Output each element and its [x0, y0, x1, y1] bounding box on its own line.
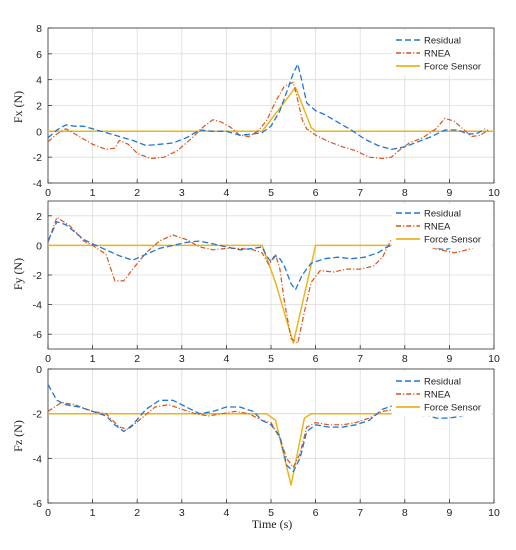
fx-ytick-label: -4	[33, 178, 42, 190]
fx-series-rnea	[48, 81, 490, 160]
fx-series-force-sensor	[48, 86, 494, 133]
fz-xtick-label: 2	[134, 507, 140, 519]
fz-ytick-label: -2	[33, 409, 42, 421]
fz-xtick-label: 4	[223, 507, 229, 519]
fy-ytick-label: -2	[33, 270, 42, 282]
fz-legend-label: Residual	[424, 377, 461, 388]
fz-xtick-label: 0	[45, 507, 51, 519]
fz-legend-label: Force Sensor	[424, 403, 481, 414]
fx-xtick-label: 2	[134, 187, 140, 199]
fx-xtick-label: 7	[357, 187, 363, 199]
fx-xtick-label: 9	[446, 187, 452, 199]
fx-panel: 0 1 2 3 4 5 6 7 8 9 10 -4 -2 0 2 4 6 8 Residual RNEA Force S…	[33, 23, 500, 199]
fz-xtick-label: 10	[488, 507, 500, 519]
fy-legend-label: Force Sensor	[424, 235, 481, 246]
fy-xtick-label: 5	[268, 353, 274, 365]
fx-legend-label: RNEA	[424, 49, 451, 60]
fy-legend: Residual RNEA Force Sensor	[391, 203, 493, 249]
fz-xtick-label: 9	[446, 507, 452, 519]
fy-xtick-label: 8	[402, 353, 408, 365]
fx-ytick-label: 4	[36, 75, 42, 87]
fz-ytick-label: -4	[33, 453, 42, 465]
fx-xtick-label: 0	[45, 187, 51, 199]
fy-panel: 0 1 2 3 4 5 6 7 8 9 10 -6 -4 -2 0 2 Residual RNEA Force Se…	[33, 200, 500, 365]
fx-xtick-label: 10	[488, 187, 500, 199]
fz-ylabel: Fz (N)	[11, 420, 25, 452]
fz-panel: 0 1 2 3 4 5 6 7 8 9 10 -6 -4 -2 0 Residual RNEA Force Sen…	[33, 364, 500, 519]
fx-xtick-label: 6	[313, 187, 319, 199]
fy-legend-label: RNEA	[424, 222, 451, 233]
fx-ytick-label: 2	[36, 101, 42, 113]
fz-legend-label: RNEA	[424, 390, 451, 401]
fx-xtick-label: 1	[90, 187, 96, 199]
fx-xtick-label: 8	[402, 187, 408, 199]
fz-series-force-sensor	[48, 412, 494, 486]
fx-xtick-label: 5	[268, 187, 274, 199]
fx-ytick-label: 6	[36, 49, 42, 61]
fy-ytick-label: 2	[36, 211, 42, 223]
fy-series-force-sensor	[48, 244, 494, 344]
fy-ytick-label: 0	[36, 240, 42, 252]
fy-xtick-label: 9	[446, 353, 452, 365]
fy-xtick-label: 1	[90, 353, 96, 365]
fx-legend-label: Residual	[424, 36, 461, 47]
fz-xtick-label: 3	[179, 507, 185, 519]
fy-ytick-label: -6	[33, 329, 42, 341]
fy-xtick-label: 4	[223, 353, 229, 365]
fy-ylabel: Fy (N)	[11, 258, 25, 290]
fx-xtick-label: 3	[179, 187, 185, 199]
fy-ytick-label: -4	[33, 300, 42, 312]
time-xlabel: Time (s)	[252, 517, 293, 531]
fx-xtick-label: 4	[223, 187, 229, 199]
fy-xtick-label: 6	[313, 353, 319, 365]
fy-xtick-label: 0	[45, 353, 51, 365]
fx-ylabel: Fx (N)	[11, 91, 25, 123]
fy-xtick-label: 10	[488, 353, 500, 365]
fy-legend-label: Residual	[424, 209, 461, 220]
fx-ytick-label: -2	[33, 152, 42, 164]
fx-ytick-label: 8	[36, 23, 42, 35]
fz-xtick-label: 6	[313, 507, 319, 519]
fy-xtick-label: 3	[179, 353, 185, 365]
fz-xtick-label: 8	[402, 507, 408, 519]
fz-xtick-label: 5	[268, 507, 274, 519]
fz-ytick-label: -6	[33, 498, 42, 510]
fz-series-residual	[48, 384, 486, 473]
fx-legend: Residual RNEA Force Sensor	[391, 30, 493, 76]
fz-xtick-label: 7	[357, 507, 363, 519]
fz-xtick-label: 1	[90, 507, 96, 519]
fz-ytick-label: 0	[36, 364, 42, 376]
fz-legend: Residual RNEA Force Sensor	[391, 371, 493, 417]
fy-xtick-label: 2	[134, 353, 140, 365]
fx-legend-label: Force Sensor	[424, 62, 481, 73]
fy-xtick-label: 7	[357, 353, 363, 365]
fx-series-residual	[48, 63, 486, 151]
fx-ytick-label: 0	[36, 126, 42, 138]
